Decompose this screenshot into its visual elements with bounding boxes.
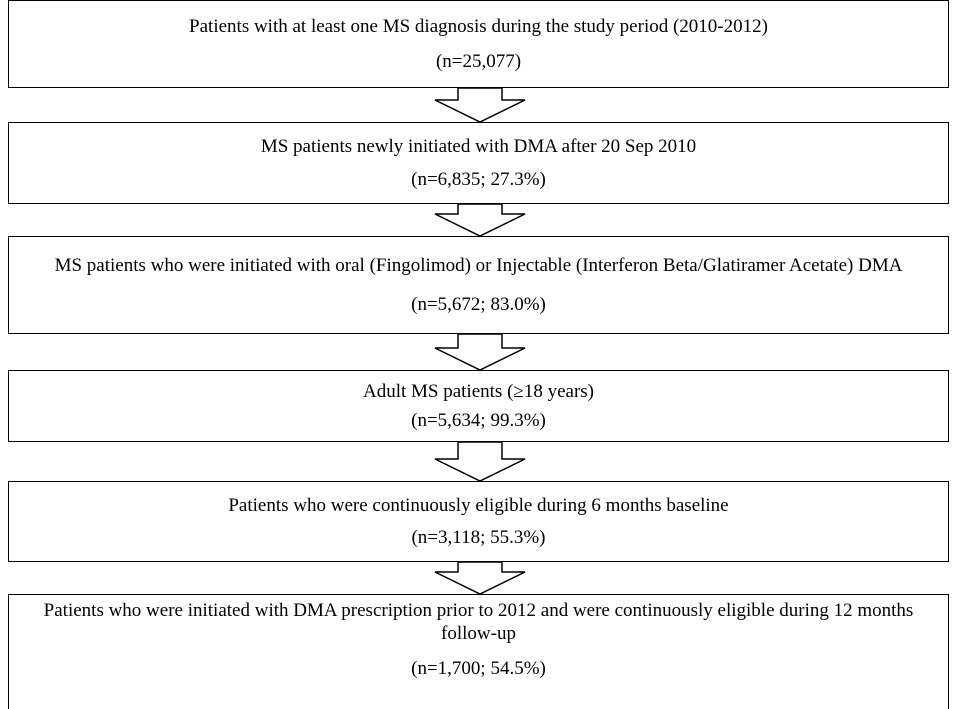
arrow [434,87,526,123]
box-label: Adult MS patients (≥18 years) [362,380,594,402]
box-count: (n=5,634; 99.3%) [411,410,546,432]
box-count: (n=3,118; 55.3%) [411,527,546,549]
box-label: MS patients who were initiated with oral… [54,255,903,277]
box: MS patients newly initiated with DMA aft… [8,122,949,204]
box: MS patients who were initiated with oral… [8,236,949,334]
arrow [434,441,526,482]
arrow [434,203,526,237]
box: Patients who were continuously eligible … [8,481,949,562]
box-label: Patients with at least one MS diagnosis … [189,16,768,37]
box: Adult MS patients (≥18 years) (n=5,634; … [8,370,949,442]
box: Patients with at least one MS diagnosis … [8,0,949,88]
box-count: (n=25,077) [435,51,522,72]
arrow [434,561,526,595]
arrow [434,333,526,371]
box: Patients who were initiated with DMA pre… [8,594,949,709]
box-label: Patients who were continuously eligible … [228,494,729,516]
box-count: (n=1,700; 54.5%) [411,658,546,679]
box-count: (n=5,672; 83.0%) [411,293,546,315]
box-label: MS patients newly initiated with DMA aft… [260,136,697,157]
box-label: Patients who were initiated with DMA pre… [43,600,914,644]
box-count: (n=6,835; 27.3%) [411,169,546,190]
